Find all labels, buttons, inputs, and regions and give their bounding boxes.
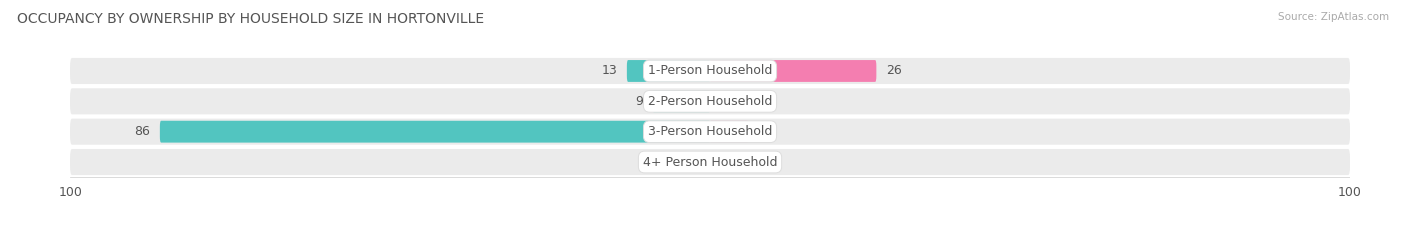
Text: 1-Person Household: 1-Person Household: [648, 65, 772, 78]
Text: 4+ Person Household: 4+ Person Household: [643, 155, 778, 168]
Text: 26: 26: [886, 65, 901, 78]
Text: 0: 0: [720, 155, 728, 168]
Text: 6: 6: [758, 125, 766, 138]
FancyBboxPatch shape: [710, 121, 748, 143]
FancyBboxPatch shape: [160, 121, 710, 143]
Text: 13: 13: [602, 65, 617, 78]
Text: 0: 0: [692, 155, 700, 168]
Text: 3-Person Household: 3-Person Household: [648, 125, 772, 138]
FancyBboxPatch shape: [70, 58, 1350, 84]
FancyBboxPatch shape: [70, 88, 1350, 114]
FancyBboxPatch shape: [70, 119, 1350, 145]
FancyBboxPatch shape: [652, 90, 710, 112]
Text: 2-Person Household: 2-Person Household: [648, 95, 772, 108]
FancyBboxPatch shape: [710, 60, 876, 82]
Text: 0: 0: [720, 95, 728, 108]
Text: OCCUPANCY BY OWNERSHIP BY HOUSEHOLD SIZE IN HORTONVILLE: OCCUPANCY BY OWNERSHIP BY HOUSEHOLD SIZE…: [17, 12, 484, 26]
Text: 86: 86: [135, 125, 150, 138]
Text: 9: 9: [636, 95, 643, 108]
Text: Source: ZipAtlas.com: Source: ZipAtlas.com: [1278, 12, 1389, 22]
FancyBboxPatch shape: [627, 60, 710, 82]
FancyBboxPatch shape: [70, 149, 1350, 175]
